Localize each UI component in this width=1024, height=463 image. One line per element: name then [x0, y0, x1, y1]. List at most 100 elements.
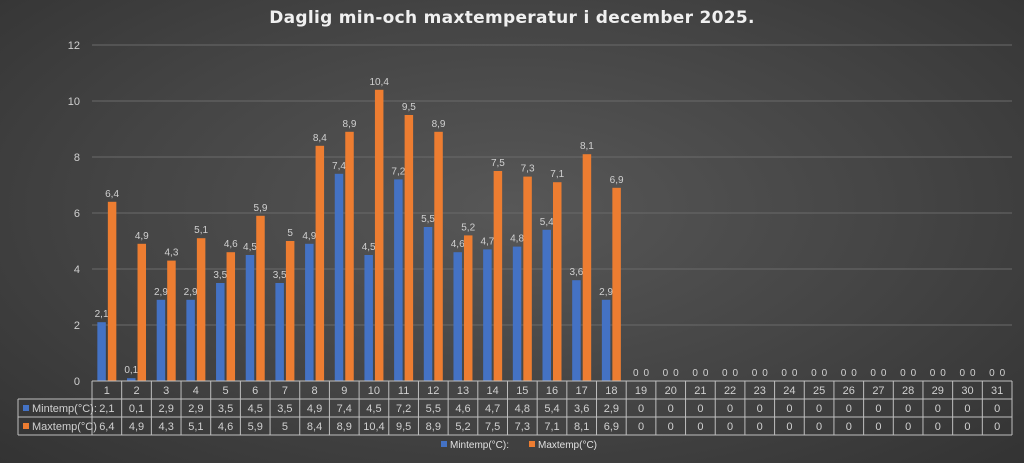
min-data-label: 0	[692, 368, 698, 379]
table-legend-key	[23, 405, 29, 411]
max-bar	[256, 215, 265, 381]
x-tick-label: 25	[813, 385, 825, 397]
min-bar	[512, 246, 522, 381]
max-bar	[493, 171, 503, 381]
table-cell: 0	[964, 421, 970, 433]
table-cell: 8,9	[337, 421, 352, 433]
table-cell: 5,5	[426, 403, 441, 415]
table-cell: 5,9	[248, 421, 263, 433]
table-cell: 6,9	[604, 421, 619, 433]
max-data-label: 0	[762, 368, 768, 379]
max-data-label: 0	[792, 368, 798, 379]
x-tick-label: 1	[104, 385, 110, 397]
x-tick-label: 30	[961, 385, 973, 397]
y-tick-label: 12	[68, 40, 80, 52]
min-data-label: 0	[722, 368, 728, 379]
min-data-label: 0	[663, 368, 669, 379]
y-tick-label: 2	[74, 320, 80, 332]
max-data-label: 5,2	[461, 222, 475, 233]
x-tick-label: 21	[694, 385, 706, 397]
min-data-label: 0	[870, 368, 876, 379]
table-cell: 0	[905, 403, 911, 415]
table-cell: 0	[935, 403, 941, 415]
min-bar	[156, 299, 166, 381]
x-tick-label: 19	[635, 385, 647, 397]
max-bar	[107, 201, 117, 381]
table-cell: 7,1	[544, 421, 559, 433]
min-bar	[542, 229, 551, 381]
min-data-label: 0	[633, 368, 639, 379]
y-tick-label: 4	[74, 264, 80, 276]
table-cell: 0	[668, 421, 674, 433]
max-bar	[553, 182, 562, 381]
min-bar	[275, 283, 284, 381]
table-cell: 5	[282, 421, 288, 433]
table-cell: 2,1	[99, 403, 114, 415]
legend-label-1: Maxtemp(°C)	[538, 440, 597, 451]
max-data-label: 8,1	[580, 141, 594, 152]
max-data-label: 0	[911, 368, 917, 379]
table-cell: 7,3	[515, 421, 530, 433]
table-series-name: Maxtemp(°C)	[32, 421, 97, 433]
table-cell: 0	[875, 403, 881, 415]
table-cell: 7,5	[485, 421, 500, 433]
table-cell: 0	[786, 403, 792, 415]
x-tick-label: 26	[843, 385, 855, 397]
x-tick-label: 13	[457, 385, 469, 397]
max-bar	[434, 131, 443, 381]
table-cell: 6,4	[99, 421, 114, 433]
x-tick-label: 7	[282, 385, 288, 397]
min-data-label: 3,5	[213, 270, 227, 281]
max-bar	[137, 243, 147, 381]
max-bar	[167, 260, 176, 381]
min-data-label: 0,1	[124, 365, 138, 376]
min-bar	[97, 322, 106, 381]
min-data-label: 2,1	[95, 309, 109, 320]
table-cell: 4,9	[307, 403, 322, 415]
y-tick-label: 10	[68, 96, 80, 108]
min-data-label: 0	[781, 368, 787, 379]
table-cell: 7,4	[337, 403, 352, 415]
table-cell: 3,5	[277, 403, 292, 415]
max-data-label: 0	[703, 368, 709, 379]
min-bar	[305, 243, 314, 381]
x-tick-label: 4	[193, 385, 199, 397]
x-tick-label: 16	[546, 385, 558, 397]
table-cell: 4,6	[218, 421, 233, 433]
table-cell: 0	[816, 403, 822, 415]
table-cell: 5,2	[455, 421, 470, 433]
max-data-label: 4,9	[135, 231, 149, 242]
x-tick-label: 6	[252, 385, 258, 397]
max-data-label: 9,5	[402, 102, 416, 113]
min-data-label: 7,4	[332, 161, 346, 172]
min-bar	[453, 252, 462, 381]
table-cell: 0	[846, 421, 852, 433]
max-data-label: 5	[287, 228, 293, 239]
x-tick-label: 11	[398, 385, 409, 397]
x-tick-label: 9	[341, 385, 347, 397]
max-bar	[404, 115, 414, 381]
table-cell: 5,4	[544, 403, 559, 415]
x-tick-label: 18	[605, 385, 617, 397]
x-tick-label: 15	[516, 385, 528, 397]
x-tick-label: 24	[783, 385, 795, 397]
max-data-label: 7,5	[491, 158, 505, 169]
table-cell: 0	[727, 403, 733, 415]
table-cell: 0	[994, 403, 1000, 415]
table-series-name: Mintemp(°C):	[32, 403, 97, 415]
max-data-label: 0	[1000, 368, 1006, 379]
table-cell: 9,5	[396, 421, 411, 433]
table-cell: 0	[638, 421, 644, 433]
max-data-label: 0	[881, 368, 887, 379]
min-data-label: 4,9	[302, 231, 316, 242]
table-cell: 2,9	[159, 403, 174, 415]
min-bar	[572, 280, 581, 381]
max-bar	[345, 131, 354, 381]
table-cell: 0	[697, 421, 703, 433]
max-bar	[463, 235, 473, 381]
y-tick-label: 0	[74, 376, 80, 388]
min-data-label: 4,8	[510, 234, 524, 245]
max-data-label: 8,4	[313, 133, 327, 144]
x-tick-label: 14	[487, 385, 499, 397]
